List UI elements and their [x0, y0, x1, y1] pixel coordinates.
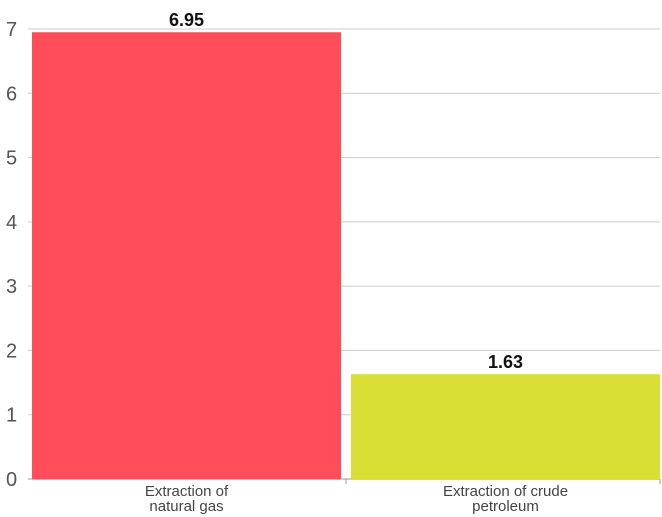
data-labels: 6.95 1.63 — [169, 10, 523, 372]
y-tick-label: 0 — [6, 469, 17, 491]
bar-2 — [351, 374, 660, 479]
y-tick-label: 7 — [6, 19, 17, 41]
y-tick-label: 5 — [6, 148, 17, 170]
x-axis-categories: Extraction of natural gas Extraction of cr… — [145, 479, 661, 515]
y-tick-label: 4 — [6, 212, 17, 234]
category-label-2: Extraction of crude petroleum — [443, 483, 568, 515]
bar-1 — [32, 32, 341, 479]
data-label-1: 6.95 — [169, 10, 204, 30]
y-axis-ticks: 0 1 2 3 4 5 6 7 — [6, 19, 17, 491]
y-tick-label: 6 — [6, 83, 17, 105]
y-tick-label: 1 — [6, 405, 17, 427]
bars — [32, 32, 660, 479]
data-label-2: 1.63 — [488, 352, 523, 372]
y-tick-label: 2 — [6, 340, 17, 362]
y-tick-label: 3 — [6, 276, 17, 298]
category-label-1: Extraction of natural gas — [145, 483, 229, 515]
